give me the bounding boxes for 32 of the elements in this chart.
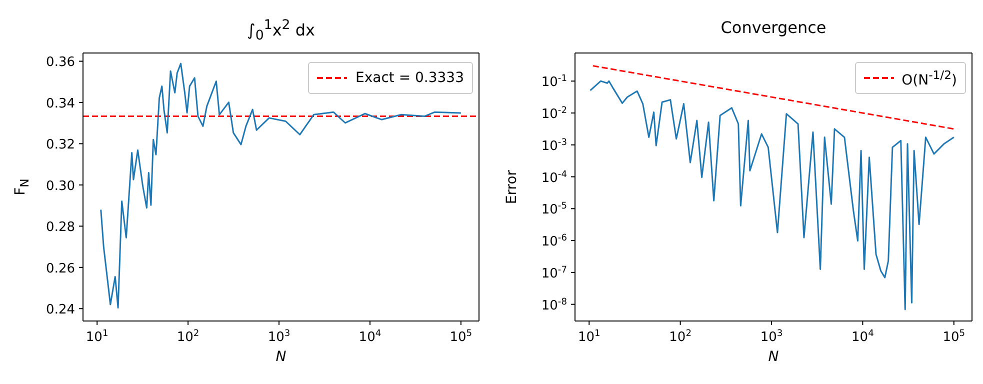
x-tick-label: 10$^{4}$ [358,329,382,345]
x-tick-label: 10$^{1}$ [86,329,108,345]
chart-title: Convergence [720,18,828,37]
chart-title: ∫$_{0}$$^{1}$x$^{2}$ dx [246,18,316,44]
y-axis-title: Error [504,170,520,204]
y-tick-label: 10$^{-1}$ [541,74,567,90]
x-tick-label: 10$^{5}$ [450,329,472,345]
y-tick-label: 10$^{-6}$ [541,234,568,250]
y-tick-label: 0.36 [46,55,75,70]
x-axis-title: N [767,349,780,365]
y-tick-label: 10$^{-2}$ [541,106,567,122]
y-tick-label: 10$^{-4}$ [541,170,568,186]
x-tick-label: 10$^{5}$ [942,329,966,345]
y-tick-label: 0.30 [46,178,75,194]
x-tick-label: 10$^{1}$ [578,329,600,345]
x-tick-label: 10$^{3}$ [760,329,783,345]
x-tick-label: 10$^{4}$ [852,329,874,345]
x-tick-label: 10$^{2}$ [176,329,200,345]
y-tick-label: 10$^{-7}$ [541,265,568,282]
y-tick-label: 10$^{-5}$ [541,202,567,218]
y-tick-label: 0.26 [46,261,75,276]
y-tick-label: 0.24 [46,302,75,318]
y-tick-label: 10$^{-8}$ [541,297,568,314]
y-tick-label: 10$^{-3}$ [541,138,568,154]
y-tick-label: 0.34 [46,96,75,112]
x-tick-label: 10$^{3}$ [268,329,290,345]
x-axis-title: N [274,349,288,365]
y-tick-label: 0.28 [46,220,75,236]
legend-label: O(N$^{-1/2}$) [902,68,957,88]
y-tick-label: 0.32 [46,138,75,153]
x-tick-label: 10$^{2}$ [669,329,692,345]
legend-label: Exact = 0.3333 [355,70,464,86]
